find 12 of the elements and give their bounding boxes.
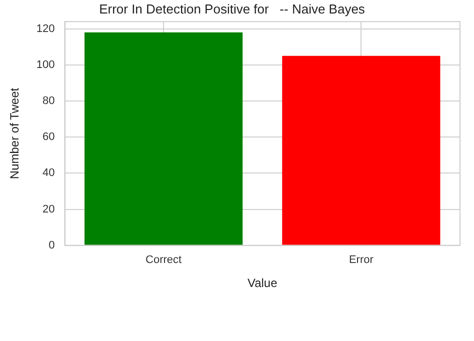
y-tick-label: 0: [48, 239, 55, 252]
y-tick-label: 40: [42, 167, 55, 180]
y-tick-label: 100: [36, 58, 55, 71]
y-tick-label: 80: [42, 95, 55, 108]
y-tick-label: 60: [42, 131, 55, 144]
x-axis-title: Value: [247, 276, 278, 290]
y-axis-title: Number of Tweet: [8, 87, 22, 180]
chart-title: Error In Detection Positive for -- Naive Bayes: [99, 1, 366, 16]
y-tick-label: 120: [36, 22, 55, 35]
x-tick-label: Correct: [146, 254, 182, 266]
y-tick-label: 20: [42, 203, 55, 216]
x-tick-label: Error: [348, 254, 374, 266]
